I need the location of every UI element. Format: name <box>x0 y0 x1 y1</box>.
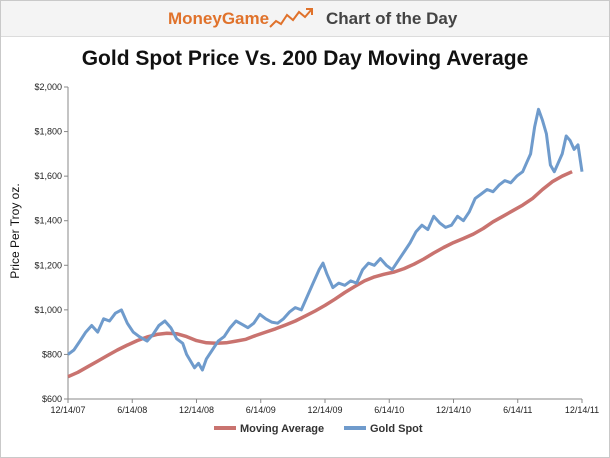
y-tick-label: $1,600 <box>34 171 62 181</box>
y-tick-label: $1,200 <box>34 260 62 270</box>
y-tick-label: $2,000 <box>34 82 62 92</box>
moving-average-line <box>67 170 573 379</box>
header-banner: MoneyGame Chart of the Day <box>1 1 609 37</box>
x-tick-label: 12/14/11 <box>565 405 599 415</box>
y-tick-label: $1,800 <box>34 127 62 137</box>
brand-name: MoneyGame <box>168 9 270 28</box>
x-tick-label: 12/14/07 <box>50 405 85 415</box>
y-tick-label: $1,400 <box>34 216 62 226</box>
y-tick-label: $1,000 <box>34 305 62 315</box>
x-tick-label: 12/14/10 <box>436 405 471 415</box>
legend-gold-spot-label: Gold Spot <box>370 423 423 435</box>
gold-spot-line <box>67 107 584 372</box>
legend-moving-average-label: Moving Average <box>240 423 324 435</box>
x-tick-label: 12/14/09 <box>307 405 342 415</box>
x-tick-label: 6/14/10 <box>374 405 404 415</box>
chart-of-the-day-label: Chart of the Day <box>326 9 458 28</box>
x-tick-label: 6/14/09 <box>246 405 276 415</box>
trend-line-icon <box>268 7 314 36</box>
y-tick-label: $600 <box>42 394 62 404</box>
x-tick-label: 6/14/11 <box>503 405 532 415</box>
y-tick-label: $800 <box>42 349 62 359</box>
chart-title: Gold Spot Price Vs. 200 Day Moving Avera… <box>81 47 529 70</box>
x-tick-label: 6/14/08 <box>117 405 147 415</box>
x-tick-label: 12/14/08 <box>179 405 214 415</box>
